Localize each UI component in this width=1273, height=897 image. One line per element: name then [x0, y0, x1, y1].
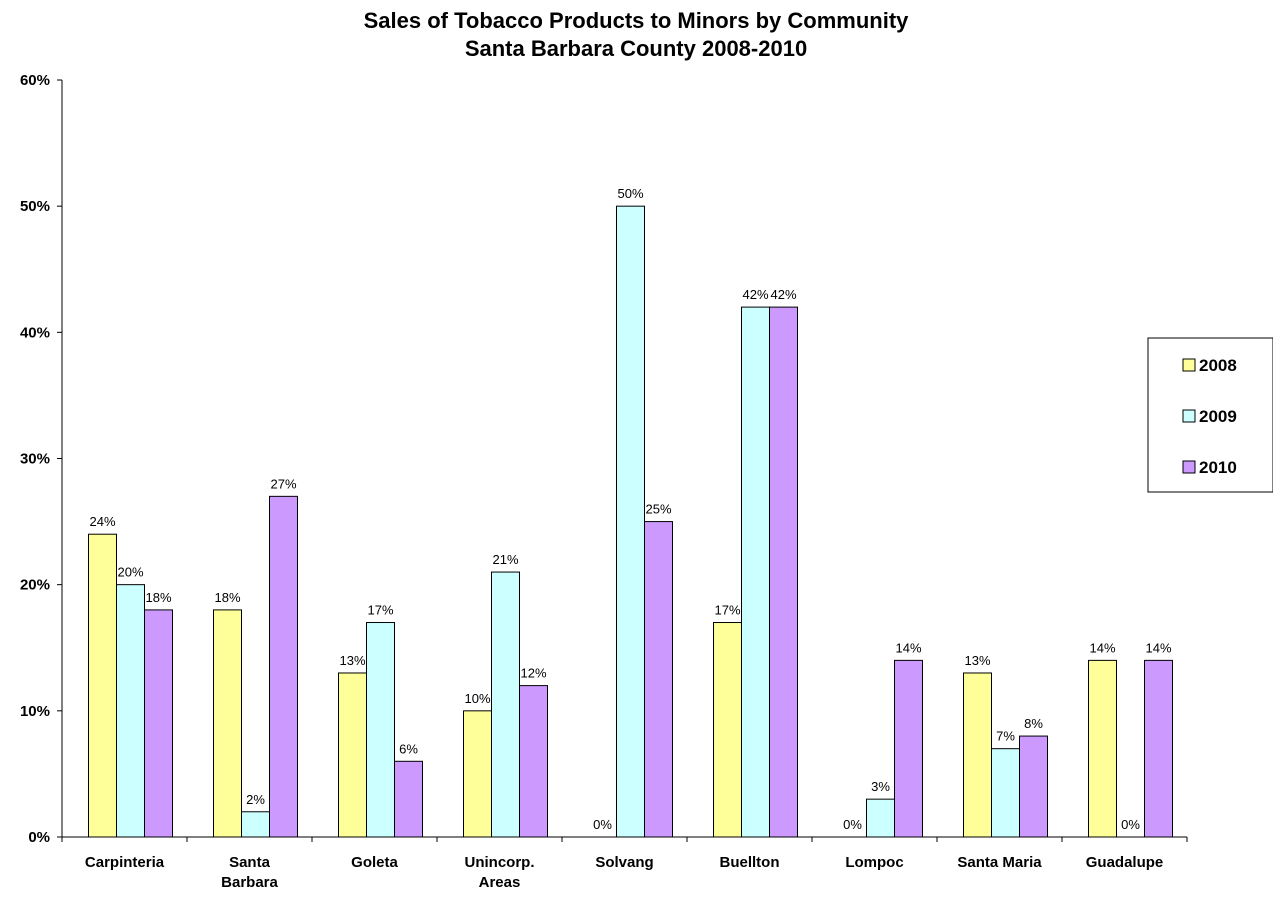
bar-2010	[769, 306, 798, 838]
data-label: 17%	[714, 603, 740, 618]
data-label: 18%	[214, 590, 240, 605]
legend-swatch	[1182, 358, 1196, 372]
bar-2008	[1088, 659, 1117, 838]
data-label: 14%	[1145, 640, 1171, 655]
x-tick-label: Guadalupe	[1086, 854, 1164, 871]
bar-2008	[213, 609, 242, 838]
data-label: 0%	[593, 817, 612, 832]
data-label: 14%	[1089, 640, 1115, 655]
legend-box	[1147, 337, 1273, 493]
bar-2009	[866, 798, 895, 838]
bar-2008	[88, 533, 117, 838]
bar-2008	[963, 672, 992, 838]
bars-group	[88, 205, 1173, 838]
x-tick-label: Santa Barbara	[221, 854, 278, 891]
data-labels-group: 24%20%18% 18%2%27%13%17%6%10%21%12%0%50%2…	[89, 186, 1171, 832]
bar-2009	[616, 205, 645, 838]
chart-title: Sales of Tobacco Products to Minors by C…	[364, 8, 910, 33]
bar-2010	[269, 495, 298, 838]
legend-swatch	[1182, 460, 1196, 474]
bar-2010	[144, 609, 173, 838]
bar-2009	[991, 748, 1020, 838]
bar-2009	[491, 571, 520, 838]
legend-label: 2008	[1199, 356, 1237, 375]
y-tick-label: 10%	[20, 703, 50, 720]
bar-2008	[463, 710, 492, 838]
bar-2010	[644, 521, 673, 838]
bar-2009	[241, 811, 270, 838]
bar-2009	[116, 584, 145, 838]
bar-2008	[713, 622, 742, 838]
data-label: 27%	[270, 476, 296, 491]
y-tick-label: 40%	[20, 324, 50, 341]
data-label: 21%	[492, 552, 518, 567]
data-label: 6%	[399, 741, 418, 756]
data-label: 2%	[246, 792, 265, 807]
y-tick-label: 50%	[20, 198, 50, 215]
data-label: 13%	[964, 653, 990, 668]
data-label: 24%	[89, 514, 115, 529]
data-label: 14%	[895, 640, 921, 655]
data-label: 20%	[117, 565, 143, 580]
x-tick-label: Solvang	[595, 854, 653, 871]
data-label: 0%	[1121, 817, 1140, 832]
legend: 2008 2009 2010	[1147, 337, 1273, 493]
x-tick-label: Santa Maria	[957, 854, 1042, 871]
bar-2010	[1144, 659, 1173, 838]
x-tick-label: Unincorp. Areas	[465, 854, 535, 891]
bar-2010	[894, 659, 923, 838]
bar-2009	[741, 306, 770, 838]
y-tick-label: 60%	[20, 72, 50, 89]
y-tick-label: 20%	[20, 577, 50, 594]
data-label: 13%	[339, 653, 365, 668]
data-label: 18%	[145, 590, 171, 605]
axes: 0% 10% 20% 30% 40% 50% 60% Carpinteria Santa Barb…	[20, 72, 1188, 891]
y-tick-label: 30%	[20, 451, 50, 468]
y-tick-label: 0%	[28, 829, 50, 846]
x-tick-label: Lompoc	[845, 854, 903, 871]
data-label: 3%	[871, 779, 890, 794]
data-label: 50%	[617, 186, 643, 201]
x-tick-label: Goleta	[351, 854, 398, 871]
bar-2009	[366, 622, 395, 838]
bar-2010	[1019, 735, 1048, 838]
chart-subtitle: Santa Barbara County 2008-2010	[465, 36, 807, 61]
legend-label: 2010	[1199, 458, 1237, 477]
bar-2010	[519, 685, 548, 838]
data-label: 17%	[367, 603, 393, 618]
data-label: 42%	[770, 287, 796, 302]
bar-2008	[338, 672, 367, 838]
data-label: 7%	[996, 729, 1015, 744]
x-tick-label: Buellton	[720, 854, 780, 871]
legend-swatch	[1182, 409, 1196, 423]
data-label: 0%	[843, 817, 862, 832]
legend-label: 2009	[1199, 407, 1237, 426]
data-label: 25%	[645, 502, 671, 517]
data-label: 42%	[742, 287, 768, 302]
data-label: 10%	[464, 691, 490, 706]
data-label: 12%	[520, 666, 546, 681]
data-label: 8%	[1024, 716, 1043, 731]
x-tick-label: Carpinteria	[85, 854, 165, 871]
bar-2010	[394, 760, 423, 838]
